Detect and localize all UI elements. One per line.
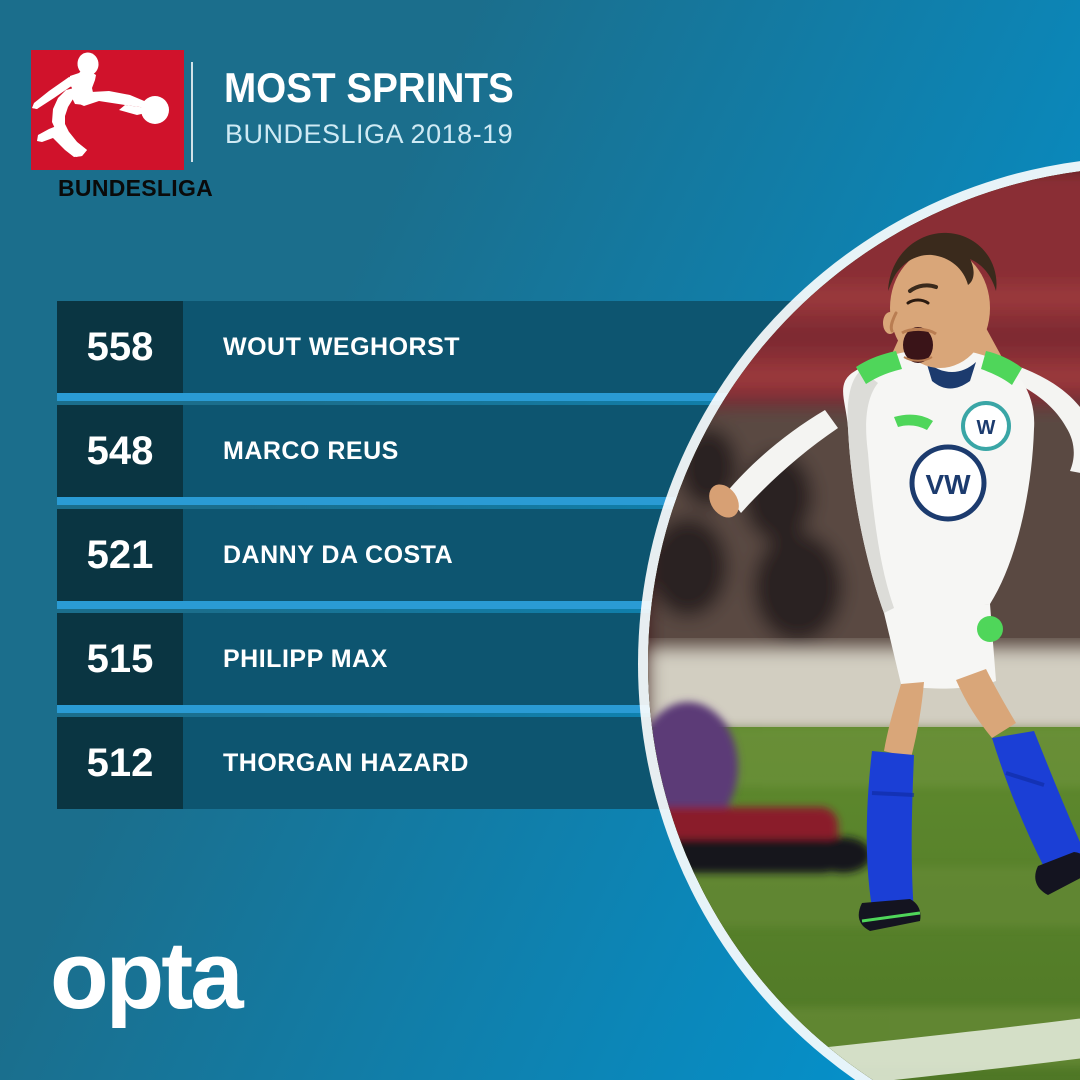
svg-text:9: 9 [986, 622, 995, 639]
svg-text:W: W [977, 417, 996, 439]
svg-text:VW: VW [925, 469, 971, 500]
svg-text:opta: opta [50, 922, 244, 1029]
